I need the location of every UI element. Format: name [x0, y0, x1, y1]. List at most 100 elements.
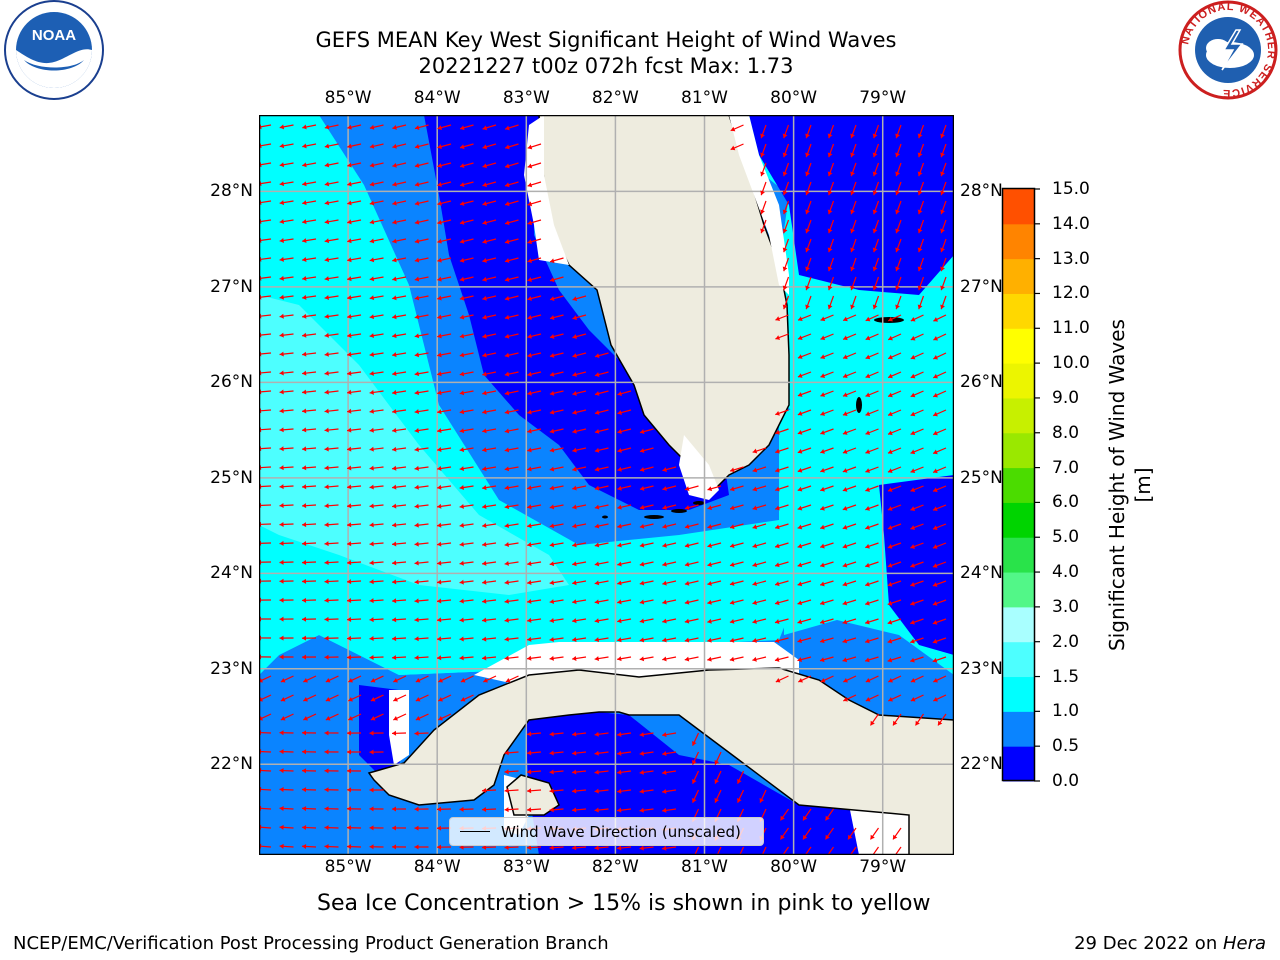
wave-direction-arrowhead — [279, 843, 284, 849]
wave-direction-arrowhead — [324, 597, 329, 603]
wave-direction-arrowhead — [505, 125, 510, 131]
wave-direction-arrowhead — [482, 409, 487, 415]
wave-direction-arrowhead — [459, 333, 465, 339]
wave-direction-arrowhead — [392, 730, 397, 736]
wave-direction-arrowhead — [639, 788, 644, 794]
wave-direction-arrowhead — [527, 731, 532, 737]
wave-direction-arrowhead — [527, 296, 532, 301]
wave-direction-arrowhead — [549, 523, 555, 529]
wave-direction-arrowhead — [527, 333, 532, 339]
wave-direction-arrowhead — [324, 654, 329, 660]
wave-direction-arrowhead — [414, 371, 420, 377]
wave-direction-arrowhead — [639, 732, 645, 738]
wave-direction-arrowhead — [414, 806, 419, 812]
wave-direction-arrowhead — [303, 677, 308, 683]
wave-direction-arrowhead — [842, 411, 848, 416]
wave-direction-arrowhead — [865, 600, 870, 606]
wave-direction-arrowhead — [729, 656, 735, 662]
wave-direction-arrowhead — [279, 484, 284, 490]
wave-direction-arrowhead — [842, 581, 848, 587]
wave-direction-arrowhead — [347, 427, 352, 433]
wave-direction-arrowhead — [482, 182, 488, 188]
wave-direction-arrowhead — [527, 750, 532, 756]
wave-direction-arrowhead — [639, 769, 644, 775]
wave-direction-arrowhead — [324, 370, 329, 376]
wave-direction-arrowhead — [414, 825, 419, 831]
wave-direction-arrowhead — [392, 257, 397, 263]
wave-direction-arrowhead — [347, 295, 352, 301]
wave-direction-arrowhead — [302, 257, 307, 262]
wave-direction-arrowhead — [369, 617, 374, 623]
wave-direction-arrowhead — [279, 143, 285, 149]
wave-direction-arrowhead — [917, 209, 923, 215]
wave-direction-arrowhead — [940, 228, 945, 234]
wave-direction-arrowhead — [872, 228, 878, 234]
wave-direction-arrowhead — [280, 677, 286, 683]
lon-label-top: 80°W — [770, 88, 818, 108]
wave-direction-arrowhead — [887, 506, 893, 511]
wave-direction-arrowhead — [504, 598, 509, 604]
wave-direction-arrowhead — [369, 598, 374, 604]
wave-direction-arrowhead — [887, 487, 893, 492]
wave-direction-arrowhead — [888, 316, 893, 322]
wave-direction-arrow — [872, 846, 879, 855]
wave-direction-arrowhead — [392, 446, 397, 452]
wave-direction-arrowhead — [910, 563, 915, 568]
wave-direction-arrowhead — [572, 523, 577, 529]
wave-direction-arrowhead — [414, 162, 420, 168]
wave-direction-arrowhead — [684, 618, 690, 624]
wave-direction-arrowhead — [459, 163, 465, 169]
wave-direction-arrowhead — [459, 276, 465, 282]
wave-direction-arrowhead — [302, 238, 307, 244]
lat-label-left: 28°N — [210, 181, 253, 202]
wave-direction-arrowhead — [414, 144, 420, 149]
wave-direction-arrowhead — [684, 486, 690, 492]
wave-direction-arrowhead — [549, 371, 555, 377]
wave-direction-arrowhead — [482, 617, 487, 623]
wave-direction-arrowhead — [482, 333, 487, 339]
wave-direction-arrowhead — [369, 541, 374, 547]
wave-direction-arrowhead — [414, 200, 420, 206]
wave-direction-arrowhead — [482, 523, 487, 528]
wave-direction-arrowhead — [504, 807, 509, 813]
wave-direction-arrowhead — [872, 133, 878, 139]
wave-direction-arrowhead — [827, 133, 833, 139]
wave-direction-arrowhead — [302, 219, 307, 225]
lon-label-bottom: 83°W — [502, 857, 550, 877]
wave-direction-arrowhead — [775, 677, 781, 683]
wave-direction-arrowhead — [392, 560, 397, 566]
wave-direction-arrowhead — [302, 503, 307, 509]
wave-direction-arrowhead — [482, 655, 487, 661]
wave-direction-arrowhead — [782, 209, 788, 215]
footer-date-text: 29 Dec 2022 on — [1074, 933, 1223, 954]
colorbar-band — [1003, 572, 1034, 608]
wave-direction-arrowhead — [549, 504, 555, 510]
wave-direction-arrowhead — [527, 807, 532, 813]
wave-direction-arrowhead — [279, 313, 284, 319]
wave-direction-arrowhead — [482, 788, 487, 794]
wave-direction-arrowhead — [325, 715, 331, 721]
wave-direction-arrowhead — [482, 390, 487, 396]
wave-direction-arrowhead — [850, 190, 855, 196]
wave-direction-arrowhead — [279, 124, 285, 130]
wave-direction-arrowhead — [392, 295, 397, 301]
wave-direction-arrowhead — [504, 409, 510, 415]
wave-direction-arrow — [694, 846, 700, 855]
wave-direction-arrowhead — [684, 561, 690, 567]
wave-direction-arrowhead — [347, 408, 352, 414]
wave-direction-arrowhead — [684, 542, 690, 548]
wave-direction-arrowhead — [805, 152, 810, 158]
wave-direction-arrowhead — [752, 467, 758, 473]
wave-direction-arrowhead — [910, 657, 915, 663]
wave-direction-arrowhead — [707, 580, 712, 586]
wave-direction-arrowhead — [729, 618, 735, 624]
wave-direction-arrowhead — [617, 637, 622, 643]
wave-direction-arrowhead — [775, 562, 780, 568]
wave-direction-arrowhead — [940, 133, 945, 139]
wave-direction-arrowhead — [707, 505, 713, 511]
wave-direction-arrowhead — [892, 720, 898, 726]
colorbar-band — [1003, 502, 1034, 538]
wave-direction-arrowhead — [392, 579, 397, 585]
wave-direction-arrowhead — [714, 779, 720, 784]
wave-direction-arrowhead — [782, 285, 788, 291]
